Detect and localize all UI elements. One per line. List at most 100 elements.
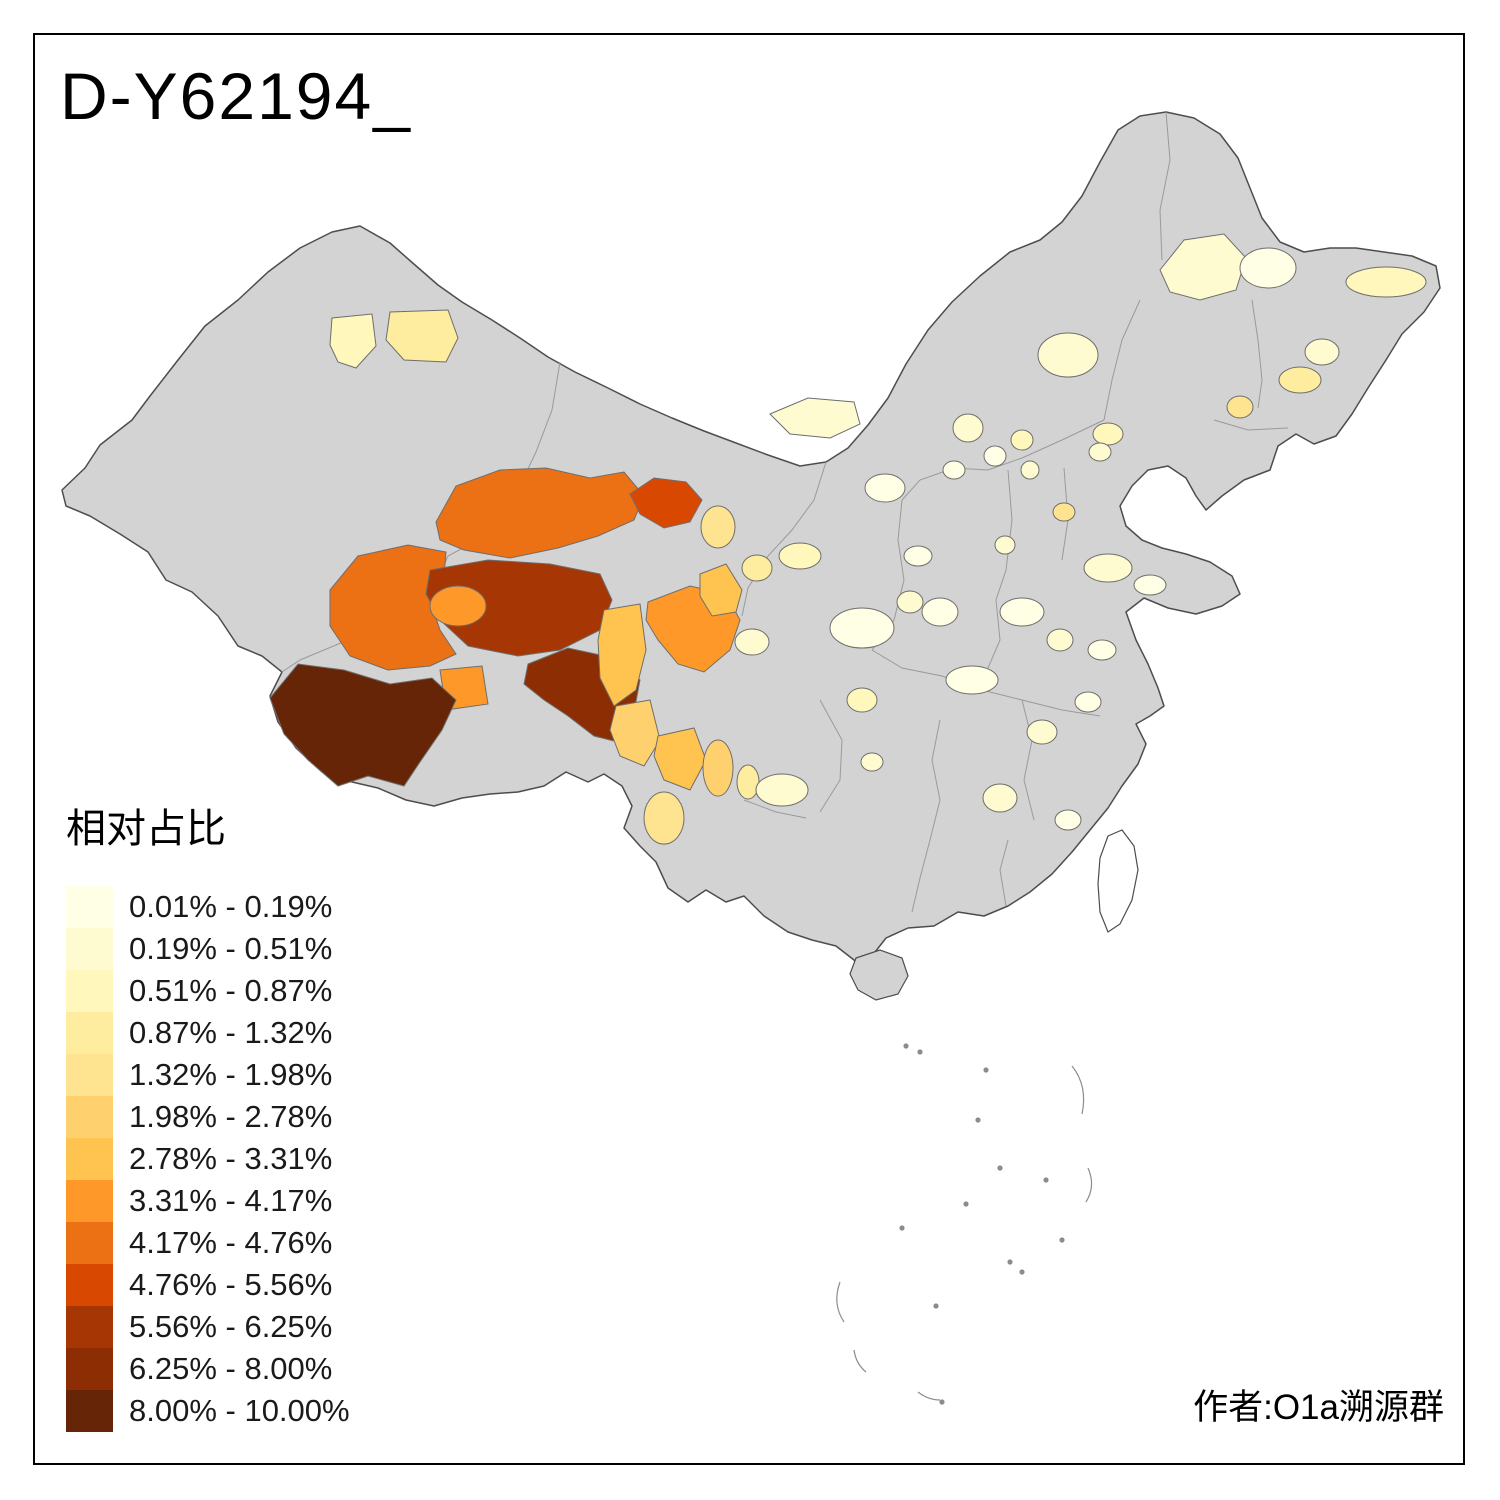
legend-label: 3.31% - 4.17% xyxy=(129,1183,333,1218)
taiwan-island xyxy=(1097,829,1139,933)
map-region-center-pale-1 xyxy=(903,545,933,567)
map-region-chongqing xyxy=(846,687,878,713)
attribution: 作者:O1a溯源群 xyxy=(1193,1388,1444,1427)
legend-row: 2.78% - 3.31% xyxy=(66,1138,350,1180)
map-region-hebei-4 xyxy=(1020,460,1040,480)
map-region-neimeng-pale xyxy=(769,397,861,439)
legend-swatch xyxy=(66,928,113,970)
map-region-hebei-1 xyxy=(952,413,984,443)
legend-row: 0.01% - 0.19% xyxy=(66,886,350,928)
map-region-shaanxi-n xyxy=(778,542,822,570)
legend-swatch xyxy=(66,1222,113,1264)
map-region-beijing-dot xyxy=(1052,502,1076,522)
map-region-hebei-5 xyxy=(942,460,966,480)
legend-label: 4.17% - 4.76% xyxy=(129,1225,333,1260)
map-region-shandong-1 xyxy=(1083,553,1133,583)
map-region-hubei xyxy=(945,665,999,695)
choropleth-regions xyxy=(269,233,1427,845)
legend-label: 0.01% - 0.19% xyxy=(129,889,333,924)
legend-row: 4.76% - 5.56% xyxy=(66,1264,350,1306)
legend-row: 8.00% - 10.00% xyxy=(66,1390,350,1432)
map-region-hebei-3 xyxy=(1010,429,1034,451)
legend-label: 2.78% - 3.31% xyxy=(129,1141,333,1176)
legend-label: 0.19% - 0.51% xyxy=(129,931,333,966)
map-region-shanxi-pale xyxy=(994,535,1016,555)
map-region-ne-4 xyxy=(1304,338,1340,366)
legend-swatch xyxy=(66,1348,113,1390)
legend-swatch xyxy=(66,1012,113,1054)
page-title: D-Y62194_ xyxy=(60,59,412,133)
map-region-ne-3 xyxy=(1345,266,1427,298)
legend-swatch xyxy=(66,886,113,928)
map-region-ne-2 xyxy=(1239,247,1297,289)
map-region-yunnan-mid xyxy=(643,791,685,845)
map-region-henan-1 xyxy=(999,597,1045,627)
map-region-shaanxi-s xyxy=(829,607,895,649)
legend-swatch xyxy=(66,1138,113,1180)
legend-row: 6.25% - 8.00% xyxy=(66,1348,350,1390)
legend-label: 1.98% - 2.78% xyxy=(129,1099,333,1134)
map-region-qinghai-inner xyxy=(429,585,487,627)
map-region-chongqing-s xyxy=(860,752,884,772)
legend-row: 0.51% - 0.87% xyxy=(66,970,350,1012)
map-region-yunnan-nw xyxy=(653,727,707,791)
map-region-guizhou-pale xyxy=(755,773,809,807)
legend-row: 0.87% - 1.32% xyxy=(66,1012,350,1054)
legend-row: 5.56% - 6.25% xyxy=(66,1306,350,1348)
legend-label: 0.87% - 1.32% xyxy=(129,1015,333,1050)
map-region-zhejiang-s xyxy=(1054,809,1082,831)
map-region-ne-8 xyxy=(1092,422,1124,446)
map-region-band-mid xyxy=(597,603,647,707)
map-region-shaanxi-s2 xyxy=(896,590,924,614)
legend-swatch xyxy=(66,1180,113,1222)
map-region-jiangsu-pale xyxy=(1087,639,1117,661)
map-region-south-strip xyxy=(609,699,661,767)
legend-title: 相对占比 xyxy=(66,807,226,851)
map-region-gansu-e-pale xyxy=(741,554,773,582)
map-region-haixi xyxy=(329,544,457,671)
map-region-anhui-e xyxy=(1074,691,1102,713)
legend-label: 5.56% - 6.25% xyxy=(129,1309,333,1344)
hainan-island xyxy=(849,949,909,1001)
map-region-xinjiang-west xyxy=(329,313,377,369)
legend-swatch xyxy=(66,1306,113,1348)
legend-row: 1.98% - 2.78% xyxy=(66,1096,350,1138)
legend-row: 0.19% - 0.51% xyxy=(66,928,350,970)
legend-swatch xyxy=(66,970,113,1012)
legend-row: 4.17% - 4.76% xyxy=(66,1222,350,1264)
legend-row: 1.32% - 1.98% xyxy=(66,1054,350,1096)
map-region-yunnan-e2 xyxy=(736,764,760,800)
legend-label: 6.25% - 8.00% xyxy=(129,1351,333,1386)
map-region-longnan xyxy=(734,628,770,656)
map-region-jiangxi xyxy=(982,783,1018,813)
map-region-hebei-6 xyxy=(1088,442,1112,462)
legend-swatch xyxy=(66,1390,113,1432)
legend-swatch xyxy=(66,1264,113,1306)
legend-swatch xyxy=(66,1096,113,1138)
legend-label: 4.76% - 5.56% xyxy=(129,1267,333,1302)
map-region-ordos-pale xyxy=(864,473,906,503)
map-region-ne-7 xyxy=(1037,332,1099,378)
map-region-ne-6 xyxy=(1226,395,1254,419)
legend-row: 3.31% - 4.17% xyxy=(66,1180,350,1222)
map-region-xinjiang-east xyxy=(385,309,459,363)
map-region-tibet-main xyxy=(269,663,457,787)
map-region-yunnan-e xyxy=(702,739,734,797)
map-region-henan-2 xyxy=(1046,628,1074,652)
map-region-zhangye-dark xyxy=(629,477,703,529)
legend-swatch xyxy=(66,1054,113,1096)
legend-label: 0.51% - 0.87% xyxy=(129,973,333,1008)
legend: 相对占比 0.01% - 0.19% 0.19% - 0.51% 0.51% - 0… xyxy=(66,796,350,1432)
map-region-ningxia xyxy=(699,563,743,617)
map-region-center-pale-2 xyxy=(921,597,959,627)
legend-label: 8.00% - 10.00% xyxy=(129,1393,350,1428)
map-region-hebei-2 xyxy=(983,445,1007,467)
map-region-ne-5 xyxy=(1278,366,1322,394)
map-region-shandong-2 xyxy=(1133,574,1167,596)
legend-entries: 0.01% - 0.19% 0.19% - 0.51% 0.51% - 0.87% 0… xyxy=(66,886,350,1432)
legend-label: 1.32% - 1.98% xyxy=(129,1057,333,1092)
south-china-sea-islands xyxy=(836,1043,1093,1405)
map-region-anhui-s xyxy=(1026,719,1058,745)
province-borders xyxy=(281,111,1289,913)
